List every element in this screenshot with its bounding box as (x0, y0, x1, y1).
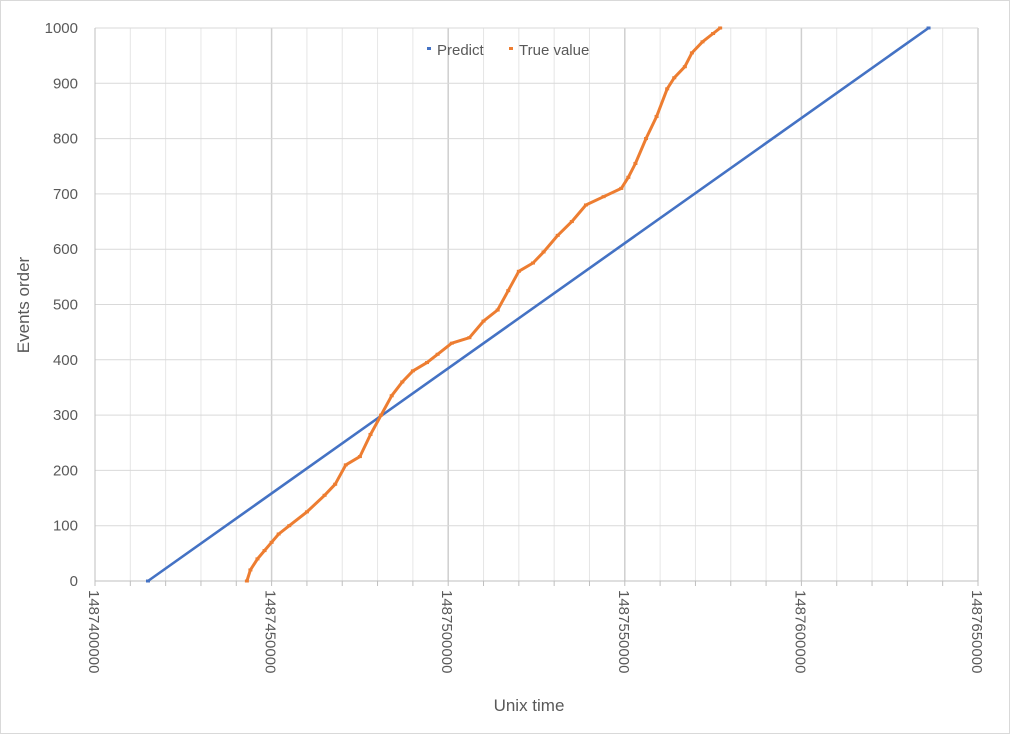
true-value-point (495, 308, 500, 312)
true-value-point (322, 493, 327, 497)
legend-label-predict: Predict (437, 42, 485, 59)
true-value-point (248, 568, 253, 572)
true-value-point (718, 26, 723, 30)
true-value-point (343, 463, 348, 467)
series-layer (145, 26, 931, 583)
true-value-point (583, 203, 588, 207)
true-value-point (555, 233, 560, 237)
x-tick-label: 1487400000 (85, 590, 102, 673)
true-value-point (619, 186, 624, 190)
true-value-point (255, 557, 260, 561)
y-tick-label: 900 (53, 75, 78, 92)
true-value-point (506, 289, 511, 293)
true-value-point (389, 394, 394, 398)
true-value-point (244, 579, 249, 583)
true-value-point (425, 361, 430, 365)
y-tick-label: 100 (53, 518, 78, 535)
true-value-point (569, 220, 574, 224)
true-value-point (379, 413, 384, 417)
legend-label-true-value: True value (519, 42, 589, 59)
series-predict-line (147, 26, 930, 583)
true-value-point (304, 510, 309, 514)
legend: Predict True value (427, 42, 589, 59)
true-value-point (643, 137, 648, 141)
y-tick-label: 500 (53, 297, 78, 314)
true-value-point (269, 540, 274, 544)
y-tick-label: 200 (53, 462, 78, 479)
true-value-point (654, 114, 659, 118)
true-value-point (276, 532, 281, 536)
true-value-point (516, 269, 521, 273)
true-value-point (357, 455, 362, 459)
true-value-point (689, 51, 694, 55)
true-value-point (287, 524, 292, 528)
true-value-point (467, 336, 472, 340)
x-tick-label: 1487550000 (615, 590, 632, 673)
predict-point (926, 26, 931, 30)
x-axis-title: Unix time (494, 696, 565, 715)
y-tick-label: 700 (53, 186, 78, 203)
axes (94, 28, 979, 586)
legend-swatch-true-value (509, 47, 513, 50)
grid (95, 27, 979, 581)
true-value-point (665, 87, 670, 91)
legend-swatch-predict (427, 47, 431, 50)
true-value-point (700, 40, 705, 44)
x-tick-label: 1487450000 (262, 590, 279, 673)
y-tick-label: 300 (53, 407, 78, 424)
true-value-point (368, 432, 373, 436)
true-value-point (530, 261, 535, 265)
true-value-point (682, 65, 687, 69)
x-tick-label: 1487500000 (438, 590, 455, 673)
true-value-point (400, 380, 405, 384)
x-tick-label: 1487600000 (791, 590, 808, 673)
y-tick-label: 1000 (45, 20, 78, 37)
true-value-point (541, 250, 546, 254)
predict-point (145, 579, 150, 583)
true-value-point (672, 76, 677, 80)
y-tick-label: 800 (53, 131, 78, 148)
true-value-point (481, 319, 486, 323)
x-tick-label: 1487650000 (968, 590, 985, 673)
true-value-point (449, 341, 454, 345)
true-value-point (626, 175, 631, 179)
y-tick-label: 400 (53, 352, 78, 369)
true-value-point (435, 352, 440, 356)
tick-labels: 0 100 200 300 400 500 600 700 800 900 1000 14874000… (45, 20, 985, 673)
y-tick-label: 0 (70, 573, 78, 590)
true-value-point (410, 369, 415, 373)
true-value-point (633, 161, 638, 165)
true-value-point (262, 549, 267, 553)
true-value-point (601, 195, 606, 199)
true-value-point (333, 482, 338, 486)
y-axis-title: Events order (14, 256, 33, 353)
y-tick-label: 600 (53, 241, 78, 258)
true-value-point (711, 32, 716, 36)
